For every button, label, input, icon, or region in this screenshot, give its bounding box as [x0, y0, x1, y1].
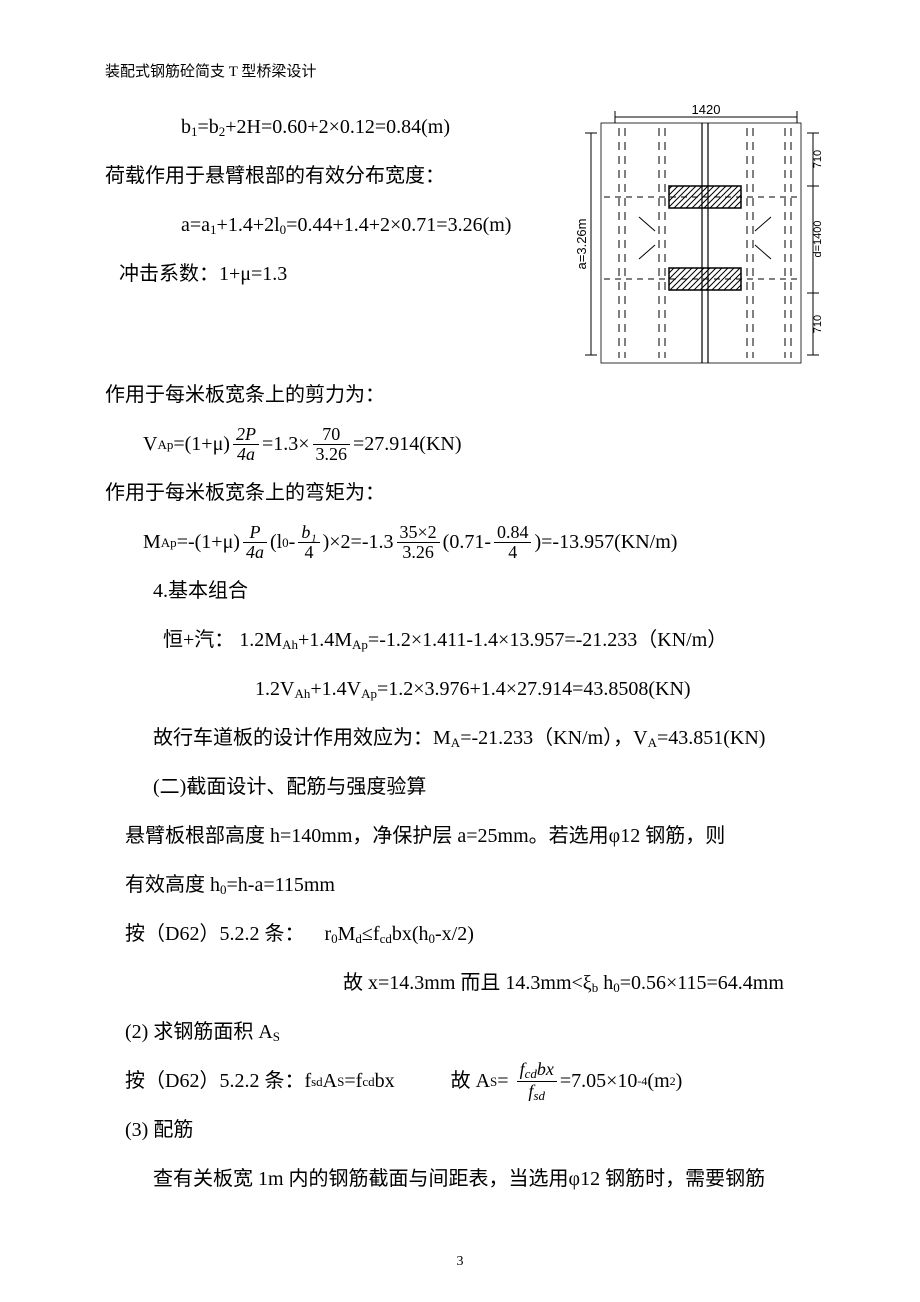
line-7: 作用于每米板宽条上的弯矩为： [105, 469, 815, 518]
diagram-svg: 1420 a=3.26m 710 d=1400 710 [569, 103, 827, 365]
line-20: (3) 配筋 [105, 1106, 815, 1155]
line-17: 故 x=14.3mm 而且 14.3mm<ξb h0=0.56×115=64.4… [105, 959, 815, 1008]
page: 装配式钢筋砼简支 T 型桥梁设计 1420 a=3.26m 710 d=1400 [0, 0, 920, 1302]
page-number: 3 [0, 1254, 920, 1270]
line-21: 查有关板宽 1m 内的钢筋截面与间距表，当选用φ12 钢筋时，需要钢筋 [105, 1155, 815, 1204]
line-16: 按（D62）5.2.2 条： r0Md≤fcdbx(h0-x/2) [105, 910, 815, 959]
line-14: 悬臂板根部高度 h=140mm，净保护层 a=25mm。若选用φ12 钢筋，则 [105, 812, 815, 861]
line-15: 有效高度 h0=h-a=115mm [105, 861, 815, 910]
line-9: 4.基本组合 [105, 567, 815, 616]
dim-r1: 710 [812, 150, 824, 168]
text: b [181, 116, 191, 138]
figure-bracket-diagram: 1420 a=3.26m 710 d=1400 710 [569, 103, 827, 365]
line-13: (二)截面设计、配筋与强度验算 [105, 763, 815, 812]
dim-top-label: 1420 [692, 103, 721, 117]
eq-V: VAp=(1+μ) 2P4a =1.3× 703.26 =27.914(KN) [105, 420, 815, 469]
line-11: 1.2VAh+1.4VAp=1.2×3.976+1.4×27.914=43.85… [105, 665, 815, 714]
line-10: 恒+汽： 1.2MAh+1.4MAp=-1.2×1.411-1.4×13.957… [105, 616, 815, 665]
dim-left-label: a=3.26m [574, 219, 589, 270]
line-5: 作用于每米板宽条上的剪力为： [105, 371, 815, 420]
doc-header: 装配式钢筋砼简支 T 型桥梁设计 [105, 60, 815, 81]
line-18: (2) 求钢筋面积 AS [105, 1008, 815, 1057]
eq-M: MAp=-(1+μ) P4a (l0- b₁4 )×2=-1.3 35×23.2… [105, 518, 815, 567]
line-19: 按（D62）5.2.2 条：fsdAS=fcdbx 故 AS= fcdbx fs… [105, 1057, 815, 1106]
dim-r3: 710 [812, 315, 824, 333]
line-12: 故行车道板的设计作用效应为：MA=-21.233（KN/m），VA=43.851… [105, 714, 815, 763]
dim-r2: d=1400 [812, 220, 824, 257]
